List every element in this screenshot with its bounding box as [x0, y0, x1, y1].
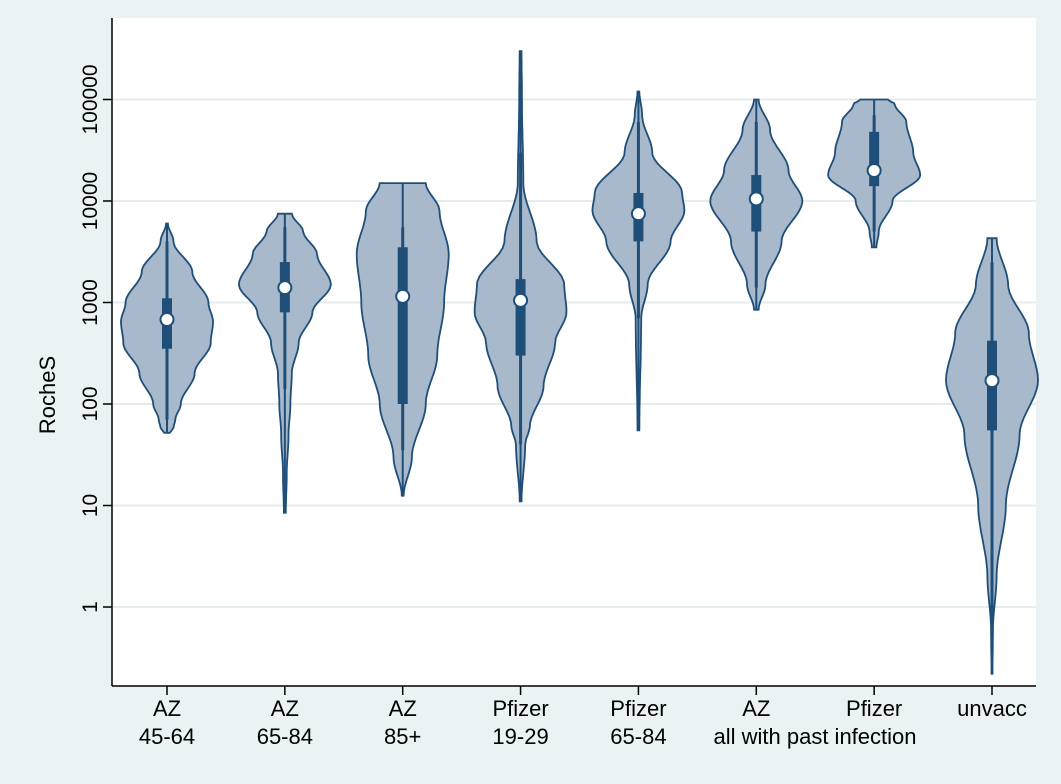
x-tick-label-line1: AZ	[742, 696, 770, 721]
x-tick-label-line1: Pfizer	[492, 696, 548, 721]
violin-group	[709, 98, 804, 311]
y-tick-label: 10	[79, 494, 102, 517]
violin-group	[237, 212, 332, 514]
x-tick-label-line1: unvacc	[957, 696, 1027, 721]
median-marker	[513, 292, 529, 308]
median-marker	[395, 288, 411, 304]
violin-group	[591, 90, 686, 432]
median-marker	[159, 312, 175, 328]
axes: 1 10 100 1000 10000 100000	[79, 18, 1036, 695]
y-tick-label: 1	[79, 601, 102, 613]
violin-group	[945, 237, 1039, 675]
iqr-box	[397, 247, 408, 404]
y-tick-label: 100000	[79, 64, 102, 134]
x-tick-label-line1: Pfizer	[846, 696, 902, 721]
violin-group	[355, 182, 450, 497]
iqr-box	[515, 279, 526, 356]
x-tick-label-line1: Pfizer	[610, 696, 666, 721]
median-marker	[277, 280, 293, 296]
x-tick-label-line2: 19-29	[492, 724, 548, 749]
x-tick-labels: AZ 45-64 AZ 65-84 AZ 85+ Pfizer 19-29 Pfizer 65-8…	[139, 696, 1027, 749]
median-marker	[630, 206, 646, 222]
iqr-box	[869, 131, 880, 187]
violin-group	[473, 50, 568, 503]
y-tick-label: 100	[79, 386, 102, 421]
x-tick-label-line2: 85+	[384, 724, 421, 749]
violin-group	[827, 98, 922, 249]
x-tick-label-line1: AZ	[271, 696, 299, 721]
median-marker	[866, 162, 882, 178]
y-axis-label: RocheS	[35, 356, 60, 434]
y-tick-label: 10000	[79, 172, 102, 230]
y-tick-label: 1000	[79, 279, 102, 326]
x-tick-label-line2: 65-84	[610, 724, 666, 749]
x-tick-label-line2: 65-84	[257, 724, 313, 749]
x-tick-label-line1: AZ	[153, 696, 181, 721]
x-tick-label-line2: 45-64	[139, 724, 195, 749]
x-tick-label-line1: AZ	[389, 696, 417, 721]
median-marker	[984, 373, 1000, 389]
median-marker	[748, 191, 764, 207]
group-annotation: all with past infection	[714, 724, 917, 749]
violins	[120, 50, 1039, 675]
violin-group	[120, 222, 214, 434]
